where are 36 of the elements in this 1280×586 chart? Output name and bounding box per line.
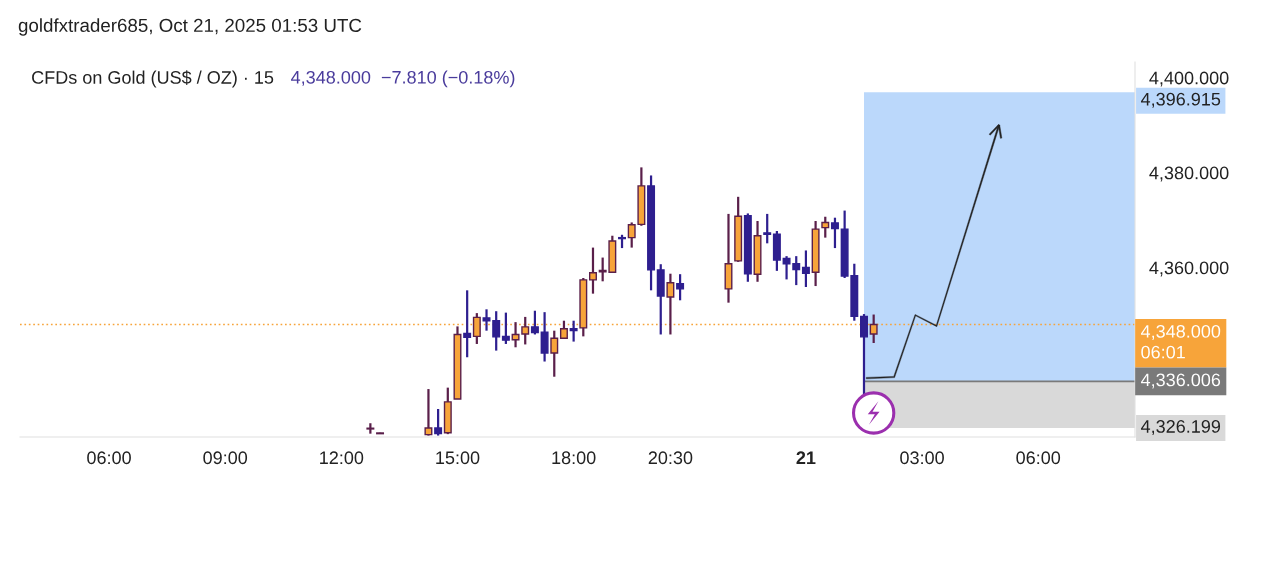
y-tick-label: 4,400.000 (1149, 71, 1229, 87)
annotation: 4,348.000 −7.810 (−0.18%) (291, 70, 515, 88)
band-label: 4,326.199 (1140, 420, 1221, 435)
candlestick (676, 273, 685, 302)
candlestick (530, 309, 539, 336)
x-tick-label: 06:00 (87, 451, 131, 465)
candlestick (559, 319, 568, 340)
candlestick (860, 312, 868, 396)
x-tick-label: 18:00 (552, 451, 596, 465)
chart-subtitle: CFDs on Gold (US$ / OZ) · 15 (32, 70, 274, 88)
candlestick (501, 311, 510, 346)
candlestick (589, 246, 597, 295)
candlestick (540, 311, 549, 363)
x-tick-label: 21 (796, 451, 816, 464)
x-tick-label: 06:00 (1016, 451, 1061, 465)
x-tick-label: 20:30 (648, 451, 693, 465)
candlestick (666, 272, 675, 336)
x-tick-label: 15:00 (436, 451, 480, 465)
y-tick-label: 4,360.000 (1149, 261, 1229, 277)
band-label: 4,396.915 (1140, 92, 1221, 108)
candlestick (434, 407, 443, 437)
candlestick (830, 216, 839, 250)
x-tick-label: 03:00 (900, 451, 944, 465)
candlestick (463, 289, 472, 359)
y-tick-label: 4,380.000 (1149, 166, 1229, 182)
chart-title: goldfxtrader685, Oct 21, 2025 01:53 UTC (18, 18, 362, 36)
candlestick (550, 329, 559, 378)
candlestick (763, 212, 772, 245)
ref-line-label: 4,348.000 06:01 (1140, 324, 1221, 359)
x-tick-label: 09:00 (203, 451, 248, 465)
candlestick (569, 319, 578, 343)
candlestick (424, 387, 433, 437)
candlestick (821, 215, 830, 239)
x-tick-label: 12:00 (320, 451, 364, 465)
candlestick (801, 249, 810, 289)
ref-line-label: 4,336.006 (1140, 373, 1221, 389)
